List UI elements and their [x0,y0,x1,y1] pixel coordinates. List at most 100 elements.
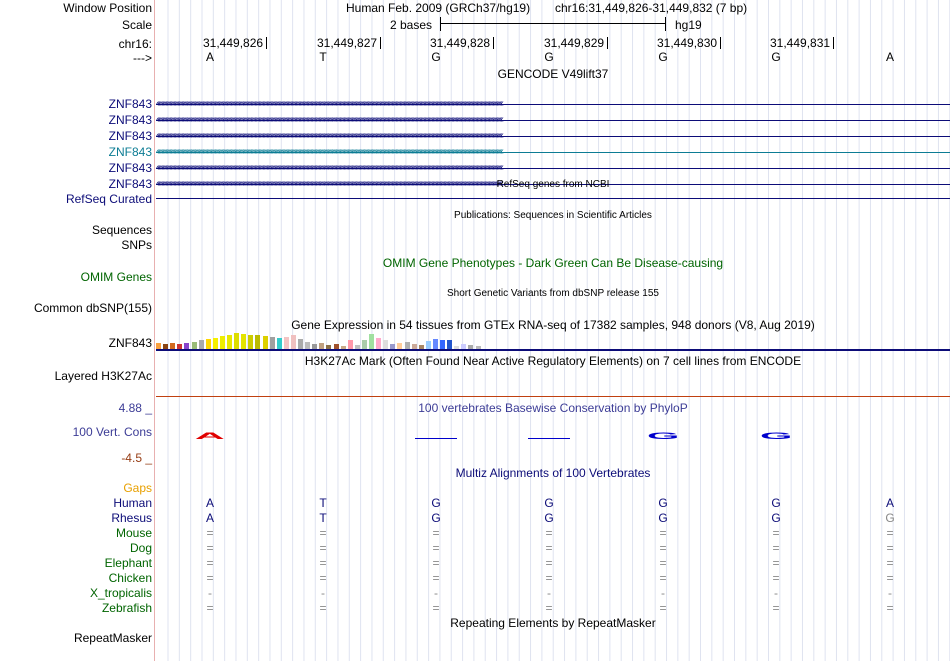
snps-label[interactable]: SNPs [121,238,152,252]
gtex-tissue-bar[interactable] [383,340,389,349]
gtex-tissue-bar[interactable] [454,346,460,349]
gencode-gene-feature[interactable]: ‹‹‹‹‹‹‹‹‹‹‹‹‹‹‹‹‹‹‹‹‹‹‹‹‹‹‹‹‹‹‹‹‹‹‹‹‹‹‹‹… [156,162,950,174]
gencode-gene-feature[interactable]: ‹‹‹‹‹‹‹‹‹‹‹‹‹‹‹‹‹‹‹‹‹‹‹‹‹‹‹‹‹‹‹‹‹‹‹‹‹‹‹‹… [156,98,950,110]
alignment-base: = [772,601,780,615]
alignment-base: = [772,541,780,555]
chrom-label: chr16: [118,37,152,51]
gtex-tissue-bar[interactable] [461,344,467,349]
alignment-base: = [545,601,553,615]
strand-arrows: ‹‹‹‹‹‹‹‹‹‹‹‹‹‹‹‹‹‹‹‹‹‹‹‹‹‹‹‹‹‹‹‹‹‹‹‹‹‹‹‹… [156,146,504,157]
species-label[interactable]: Elephant [104,556,152,570]
gtex-tissue-bar[interactable] [418,345,424,349]
species-label[interactable]: Dog [129,541,152,555]
gtex-tissue-bar[interactable] [404,342,410,349]
gtex-tissue-bar[interactable] [184,343,190,349]
gtex-tissue-bar[interactable] [326,345,332,349]
phylop-title: 100 vertebrates Basewise Conservation by… [418,401,688,415]
gtex-tissue-bar[interactable] [170,343,176,349]
gtex-tissue-bar[interactable] [305,342,311,349]
phylop-low-bar [415,438,457,439]
gtex-tissue-bar[interactable] [319,343,325,349]
gtex-tissue-bar[interactable] [191,342,197,349]
alignment-base: = [432,556,440,570]
gtex-expression-bars[interactable] [156,332,950,349]
species-label[interactable]: Zebrafish [101,601,152,615]
gtex-tissue-bar[interactable] [369,334,374,349]
repeatmasker-label[interactable]: RepeatMasker [73,631,152,645]
refseq-label[interactable]: RefSeq Curated [65,192,152,206]
species-label[interactable]: Chicken [108,571,152,585]
gencode-gene-label[interactable]: ZNF843 [108,129,152,143]
alignment-base: = [886,571,894,585]
gtex-tissue-bar[interactable] [163,344,169,349]
gtex-tissue-bar[interactable] [390,344,396,349]
h3k27ac-label[interactable]: Layered H3K27Ac [54,369,152,383]
position-readout: chr16:31,449,826-31,449,832 (7 bp) [555,1,748,15]
phylop-min: -4.5 _ [121,451,152,465]
strand-arrows: ‹‹‹‹‹‹‹‹‹‹‹‹‹‹‹‹‹‹‹‹‹‹‹‹‹‹‹‹‹‹‹‹‹‹‹‹‹‹‹‹… [156,130,504,141]
gtex-tissue-bar[interactable] [333,344,339,349]
gencode-gene-label[interactable]: ZNF843 [108,177,152,191]
gtex-tissue-bar[interactable] [312,344,318,349]
species-label[interactable]: Rhesus [111,511,152,525]
species-label[interactable]: Human [113,496,152,510]
gtex-tissue-bar[interactable] [262,336,268,349]
gencode-gene-label[interactable]: ZNF843 [108,97,152,111]
gtex-tissue-bar[interactable] [425,341,431,349]
gencode-gene-label[interactable]: ZNF843 [108,145,152,159]
dbsnp-label[interactable]: Common dbSNP(155) [33,301,152,315]
gtex-tissue-bar[interactable] [354,345,360,349]
phylop-label[interactable]: 100 Vert. Cons [72,425,152,439]
publications-label[interactable]: Sequences [91,223,152,237]
scale-text: 2 bases [390,18,433,32]
gtex-tissue-bar[interactable] [347,340,353,349]
gtex-tissue-bar[interactable] [212,338,218,349]
alignment-base: G [544,496,554,510]
gtex-tissue-bar[interactable] [411,344,417,349]
gtex-tissue-bar[interactable] [290,335,296,349]
refseq-line [156,198,950,199]
omim-label[interactable]: OMIM Genes [80,270,152,284]
gtex-tissue-bar[interactable] [227,335,232,349]
ruler-tick: 31,449,827 [317,36,382,50]
gtex-tissue-bar[interactable] [298,339,303,349]
alignment-base: = [319,541,327,555]
gtex-tissue-bar[interactable] [255,335,261,349]
gencode-gene-feature[interactable]: ‹‹‹‹‹‹‹‹‹‹‹‹‹‹‹‹‹‹‹‹‹‹‹‹‹‹‹‹‹‹‹‹‹‹‹‹‹‹‹‹… [156,130,950,142]
species-label[interactable]: X_tropicalis [89,586,152,600]
gtex-tissue-bar[interactable] [361,340,367,349]
gtex-tissue-bar[interactable] [198,340,204,349]
alignment-base: = [545,571,553,585]
gtex-tissue-bar[interactable] [156,343,161,349]
gtex-tissue-bar[interactable] [269,337,275,349]
gtex-tissue-bar[interactable] [276,338,282,349]
ruler-tick-mark [607,37,609,49]
gtex-tissue-bar[interactable] [177,344,183,349]
gtex-tissue-bar[interactable] [432,339,438,349]
gencode-gene-feature[interactable]: ‹‹‹‹‹‹‹‹‹‹‹‹‹‹‹‹‹‹‹‹‹‹‹‹‹‹‹‹‹‹‹‹‹‹‹‹‹‹‹‹… [156,146,950,158]
gtex-tissue-bar[interactable] [468,345,474,349]
gencode-gene-label[interactable]: ZNF843 [108,113,152,127]
gtex-tissue-bar[interactable] [447,340,453,349]
gtex-tissue-bar[interactable] [440,340,445,349]
gtex-tissue-bar[interactable] [376,338,382,349]
assembly-link[interactable]: Human Feb. 2009 (GRCh37/hg19) [346,1,531,15]
gencode-gene-feature[interactable]: ‹‹‹‹‹‹‹‹‹‹‹‹‹‹‹‹‹‹‹‹‹‹‹‹‹‹‹‹‹‹‹‹‹‹‹‹‹‹‹‹… [156,114,950,126]
gtex-tissue-bar[interactable] [234,333,240,349]
ruler-tick: 31,449,831 [770,36,835,50]
gencode-gene-feature[interactable]: ‹‹‹‹‹‹‹‹‹‹‹‹‹‹‹‹‹‹‹‹‹‹‹‹‹‹‹‹‹‹‹‹‹‹‹‹‹‹‹‹… [156,178,950,190]
gtex-label[interactable]: ZNF843 [108,336,152,350]
gtex-tissue-bar[interactable] [248,335,254,349]
gtex-tissue-bar[interactable] [397,343,403,349]
gtex-tissue-bar[interactable] [283,337,289,349]
publications-title: Publications: Sequences in Scientific Ar… [454,210,652,221]
gtex-tissue-bar[interactable] [241,334,247,349]
gtex-tissue-bar[interactable] [205,339,211,349]
gtex-tissue-bar[interactable] [475,346,481,349]
gaps-label[interactable]: Gaps [123,481,152,495]
species-label[interactable]: Mouse [115,526,152,540]
gtex-tissue-bar[interactable] [340,346,346,349]
gtex-tissue-bar[interactable] [219,336,225,349]
alignment-base: A [205,511,214,525]
gencode-gene-label[interactable]: ZNF843 [108,161,152,175]
